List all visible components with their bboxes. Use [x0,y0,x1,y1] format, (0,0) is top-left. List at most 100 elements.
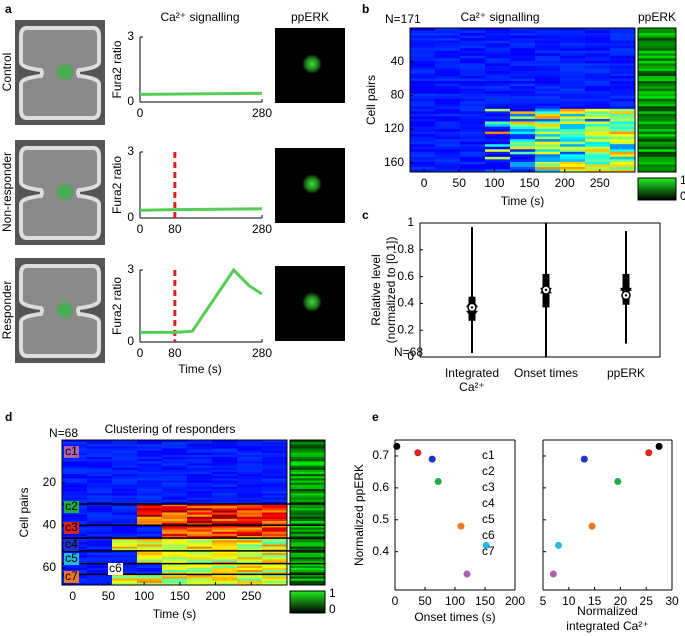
x-tick-label: Onset times [513,366,579,380]
pperk-frame [637,27,677,173]
heatmap-cell [410,40,436,44]
heatmap-cell [460,126,486,130]
x-tick-label: 50 [102,589,116,603]
heatmap-cell [187,523,213,526]
pperk-cell [290,446,325,450]
heatmap-cell [187,559,213,563]
heatmap-cell [485,164,511,168]
heatmap-cell [485,149,511,153]
heatmap-cell [510,96,536,100]
y-tick-label: 0.7 [372,448,389,462]
heatmap-cell [510,154,536,158]
heatmap-cell [212,559,238,563]
heatmap-cell [87,463,113,467]
heatmap-cell [62,533,88,537]
pperk-cell [290,514,325,518]
heatmap-cell [237,478,263,482]
pperk-cell [290,476,325,479]
heatmap-cell [410,93,436,97]
pperk-cell [638,33,676,37]
heatmap-cell [262,529,288,533]
heatmap-cell [137,474,163,477]
heatmap-cell [485,91,511,95]
heatmap-cell [87,471,113,475]
heatmap-cell [535,70,561,74]
heatmap-cell [137,567,163,571]
heatmap-cell [162,578,188,582]
heatmap-cell [112,486,138,490]
heatmap-cell [187,463,213,467]
heatmap-cell [137,580,163,584]
heatmap-cell [187,553,213,556]
y-tick-label: 0.4 [397,296,414,310]
heatmap-cell [510,136,536,140]
heatmap-cell [410,108,436,112]
heatmap-cell [87,559,113,563]
heatmap-cell [610,139,636,143]
heatmap-cell [137,523,163,526]
heatmap-cell [237,495,263,499]
cluster-label: c4 [65,537,78,551]
heatmap-cell [585,45,611,49]
heatmap-cell [585,118,611,122]
heatmap-cell [610,40,636,44]
heatmap-cell [237,538,263,541]
heatmap-cell [435,60,461,64]
heatmap-cell [560,103,586,107]
heatmap-cell [485,58,511,62]
heatmap-cell [262,503,288,507]
heatmap-cell [435,136,461,140]
heatmap-cell [410,139,436,143]
heatmap-cell [187,484,213,488]
heatmap-cell [112,521,138,524]
cluster-point [588,522,596,530]
heatmap-cell [237,448,263,452]
heatmap-cell [485,65,511,69]
heatmap-cell [460,106,486,110]
heatmap-cell [560,53,586,57]
heatmap-cell [610,118,636,122]
heatmap-cell [560,60,586,64]
cluster-point [655,442,663,450]
heatmap-cell [610,149,636,153]
legend-entry: c6 [482,528,495,542]
heatmap-cell [435,159,461,163]
heatmap-cell [610,116,636,120]
heatmap-cell [610,55,636,59]
heatmap-cell [410,116,436,120]
heatmap-cell [485,113,511,117]
heatmap-cell [535,164,561,168]
pperk-cell [638,60,676,64]
heatmap-cell [87,497,113,501]
heatmap-cell [162,440,188,443]
heatmap-cell [435,113,461,117]
heatmap-cell [560,33,586,37]
heatmap-cell [212,516,238,520]
heatmap-cell [212,542,238,545]
heatmap-cell [460,141,486,145]
heatmap-cell [212,533,238,537]
heatmap-cell [535,154,561,158]
heatmap-cell [560,156,586,160]
heatmap-cell [162,484,188,488]
pperk-cell [638,156,676,160]
pperk-cell [290,538,325,541]
heatmap-cell [137,503,163,507]
heatmap-cell [162,491,188,494]
pperk-cell [290,452,325,456]
heatmap-cell [535,35,561,39]
colorbar-label: 0 [680,189,685,203]
heatmap-cell [237,525,263,528]
pperk-cell [290,465,325,469]
heatmap-cell [87,469,113,473]
heatmap-cell [162,506,188,509]
heatmap-cell [560,144,586,148]
heatmap-cell [535,124,561,128]
heatmap-cell [137,471,163,475]
heatmap-cell [460,121,486,125]
heatmap-cell [87,491,113,494]
heatmap-cell [510,83,536,87]
ca-trace [139,91,263,96]
heatmap-cell [237,510,263,513]
